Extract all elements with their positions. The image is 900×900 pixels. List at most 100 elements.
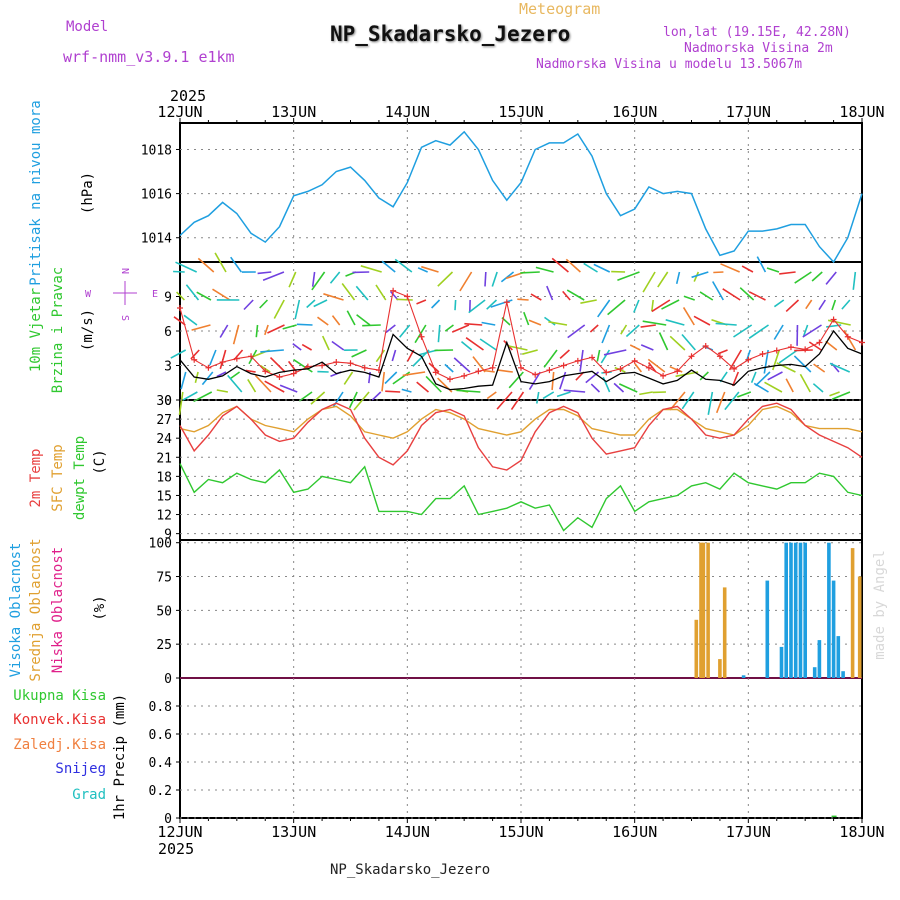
- wind-barb: [813, 363, 826, 373]
- wind-barb: [640, 344, 654, 351]
- wind-tick-label: 3: [164, 360, 172, 375]
- wind-barb: [375, 349, 386, 363]
- wind-barb: [201, 371, 214, 386]
- pressure-line: [179, 130, 863, 264]
- wind-barb: [633, 299, 640, 313]
- wind-barb: [767, 371, 783, 381]
- wind-barb: [288, 271, 297, 288]
- wind-barb: [399, 324, 411, 338]
- wind-barb: [675, 271, 681, 284]
- wind-tick-label: 6: [164, 325, 172, 340]
- wind-barb: [293, 358, 313, 373]
- wind-barb: [793, 355, 812, 373]
- wind-barb: [437, 271, 454, 287]
- footer-station: NP_Skadarsko_Jezero: [330, 862, 491, 878]
- wind-barb: [528, 319, 542, 326]
- wind-barb: [254, 374, 272, 393]
- wind-barb: [460, 340, 473, 351]
- high-cloud-bar: [765, 580, 770, 678]
- wind-barb: [546, 285, 554, 301]
- wind-barb: [311, 271, 326, 291]
- wind-barb: [486, 299, 498, 310]
- product-title: Meteogram: [519, 0, 601, 18]
- wind-barb: [381, 371, 386, 392]
- wind-barb: [535, 266, 554, 273]
- mid-cloud-bar: [699, 542, 703, 678]
- wind-barb: [642, 320, 667, 326]
- mid-cloud-bar: [694, 619, 699, 678]
- wind-barb: [444, 324, 454, 332]
- wind-barb: [669, 335, 686, 351]
- precip-tick-label: 0.2: [149, 784, 172, 799]
- wind-barb: [468, 299, 486, 314]
- wind-barb: [693, 315, 711, 326]
- wind-barb: [209, 349, 217, 366]
- wind-barb: [551, 257, 569, 273]
- top-day-label: 13JUN: [271, 103, 316, 121]
- wind-barb: [713, 271, 724, 274]
- precip-legend-1: Konvek.Kisa: [13, 712, 106, 728]
- wind-barb: [196, 291, 212, 301]
- pressure-tick-label: 1016: [141, 188, 172, 203]
- wind-barb: [481, 321, 496, 326]
- wind-barb: [500, 271, 515, 283]
- wind-barb: [827, 319, 851, 326]
- wind-barb: [523, 311, 530, 326]
- mid-cloud-bar: [701, 542, 706, 678]
- wind-barb: [331, 315, 341, 326]
- wind-barb: [812, 383, 824, 393]
- wind-barb: [658, 332, 669, 351]
- temp-unit: (C): [92, 449, 108, 474]
- bottom-day-label: 18JUN: [839, 823, 884, 841]
- wind-barb: [739, 287, 755, 301]
- wind-barb: [490, 299, 513, 308]
- wind-barb: [479, 338, 497, 351]
- wind-barb: [737, 391, 752, 398]
- wind-barb: [530, 293, 542, 301]
- wind-barb: [323, 293, 344, 301]
- wind-barb: [396, 298, 413, 301]
- wind-barb: [306, 299, 316, 309]
- wind-barb: [243, 299, 254, 311]
- temp-tick-label: 18: [156, 470, 172, 485]
- wind-barb: [180, 371, 187, 390]
- temp-tick-label: 15: [156, 489, 172, 504]
- wind-barb: [843, 329, 857, 351]
- cloud-label-mid: Srednja Oblacnost: [28, 538, 44, 681]
- wind-barb: [712, 281, 724, 301]
- cloud-tick-label: 75: [156, 571, 172, 586]
- wind-barb: [651, 299, 671, 313]
- high-cloud-bar: [741, 675, 746, 678]
- wind-barb: [764, 381, 783, 393]
- wind-barb: [681, 391, 695, 410]
- high-cloud-bar: [779, 646, 784, 678]
- wind-barb: [464, 322, 483, 326]
- wind-barb: [384, 371, 398, 385]
- wind-barb: [176, 291, 185, 301]
- wind-barb: [831, 299, 837, 311]
- model-name: wrf-nmm_v3.9.1 e1km: [63, 48, 235, 66]
- wind-barb: [321, 335, 330, 351]
- wind-label-2: Brzina i Pravac: [50, 267, 66, 393]
- wind-barb: [356, 314, 371, 326]
- wind-barb: [693, 271, 700, 282]
- wind-barb: [294, 299, 301, 320]
- wind-barb: [748, 291, 766, 301]
- wind-barb: [313, 299, 328, 308]
- wind-barb: [779, 271, 796, 275]
- wind-barb: [720, 263, 740, 273]
- wind-barb: [185, 284, 200, 301]
- wind-barb: [385, 390, 401, 393]
- wind-barb: [556, 391, 571, 398]
- wind-barb: [346, 310, 356, 326]
- wind-barb: [453, 357, 471, 373]
- wind-barb: [551, 371, 555, 391]
- dewpt-line: [179, 463, 863, 532]
- wind-barb: [542, 391, 555, 400]
- wind-barb: [510, 391, 525, 411]
- wind-barb: [465, 337, 484, 351]
- wind-barb: [353, 391, 370, 411]
- wind-barb: [190, 349, 200, 360]
- high-cloud-bar: [827, 542, 831, 678]
- pressure-tick-label: 1014: [141, 232, 172, 247]
